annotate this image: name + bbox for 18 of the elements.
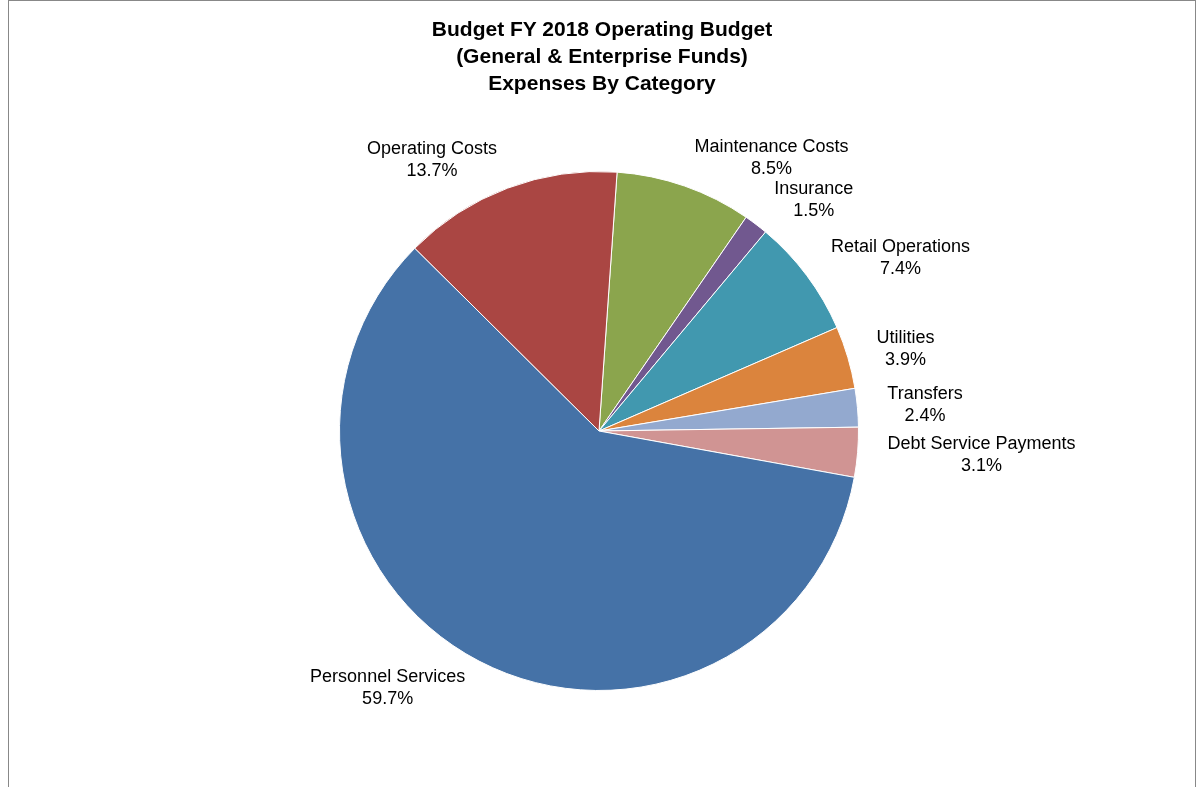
chart-title: Budget FY 2018 Operating Budget (General & Enterprise Funds) — [430, 16, 774, 69]
data-label: 13.7% — [406, 160, 458, 180]
slice-label: Utilities — [876, 326, 935, 347]
data-label: 2.4% — [904, 404, 946, 425]
slice-label: Debt Service Payments — [887, 432, 1076, 453]
data-label: 3.1% — [961, 454, 1003, 475]
data-label: 8.5% — [751, 157, 793, 178]
slice-label: Personnel Services — [310, 665, 466, 686]
slice-label: Insurance — [774, 178, 854, 199]
slice-label: Transfers — [887, 382, 963, 403]
data-label: 1.5% — [793, 200, 835, 221]
data-label: 59.7% — [362, 687, 414, 708]
slice-label: Maintenance Costs — [694, 135, 849, 156]
data-label: 3.9% — [885, 348, 927, 369]
slice-label: Retail Operations — [830, 235, 970, 256]
chart-subtitle: Expenses By Category — [487, 70, 717, 96]
data-label: 7.4% — [879, 257, 921, 278]
slice-label: Operating Costs — [367, 138, 498, 158]
